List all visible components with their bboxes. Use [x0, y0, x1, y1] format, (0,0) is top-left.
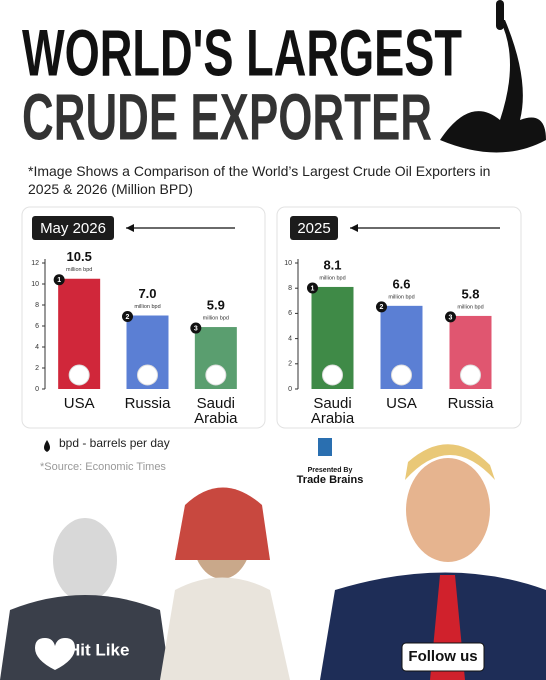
y-tick-label: 4	[288, 335, 292, 342]
value-unit: million bpd	[319, 275, 345, 281]
title-line: CRUDE EXPORTER	[22, 79, 432, 153]
drop-icon	[44, 440, 50, 452]
chart-title-box	[290, 216, 338, 240]
value-label: 5.9	[207, 297, 225, 312]
flag	[460, 364, 481, 386]
subtitle: *Image Shows a Comparison of the World’s…	[28, 163, 491, 197]
arrow-head	[126, 224, 134, 232]
rank-badge	[190, 322, 202, 334]
flag	[391, 364, 412, 386]
title-line: WORLD'S LARGEST	[22, 15, 462, 89]
rank-label: 2	[380, 304, 384, 311]
source: *Source: Economic Times	[40, 461, 166, 473]
rank-label: 2	[126, 314, 130, 321]
legend-text: bpd - barrels per day	[59, 436, 170, 450]
flag	[68, 364, 90, 386]
rank-badge	[307, 282, 318, 294]
y-tick-label: 6	[35, 323, 39, 330]
value-label: 8.1	[323, 257, 341, 272]
value-unit: million bpd	[388, 294, 414, 300]
value-label: 10.5	[67, 249, 92, 264]
arrow-head	[350, 224, 358, 232]
chart-title: 2025	[297, 220, 330, 237]
x-tick-label: Saudi Arabia	[194, 395, 238, 427]
y-tick-label: 12	[31, 260, 39, 267]
chart-title: May 2026	[40, 220, 106, 237]
rank-badge	[376, 301, 387, 313]
y-tick-label: 0	[288, 386, 292, 393]
rank-badge	[53, 274, 65, 286]
heart-icon	[35, 638, 75, 670]
value-label: 6.6	[392, 276, 410, 291]
x-tick-label: Saudi Arabia	[310, 395, 355, 427]
flag	[322, 364, 343, 386]
follow-box	[401, 642, 485, 672]
y-tick-label: 8	[35, 302, 39, 309]
x-tick-label: USA	[63, 395, 95, 412]
rank-label: 1	[311, 285, 315, 292]
rank-badge	[122, 311, 133, 322]
rank-label: 3	[449, 314, 453, 321]
chart-title-box	[32, 216, 114, 240]
y-tick-label: 2	[288, 361, 292, 368]
follow-us: Follow us	[408, 648, 477, 665]
y-tick-label: 2	[35, 365, 39, 372]
y-tick-label: 6	[288, 310, 292, 317]
x-tick-label: Russia	[447, 395, 494, 412]
value-label: 5.8	[461, 286, 479, 301]
flag	[137, 364, 158, 386]
rank-label: 3	[194, 325, 198, 332]
rank-badge	[445, 311, 456, 323]
flag	[205, 364, 227, 386]
x-tick-label: USA	[386, 395, 417, 412]
value-unit: million bpd	[457, 304, 483, 310]
presented-by: Presented By	[308, 467, 353, 474]
y-tick-label: 8	[288, 285, 292, 292]
rank-label: 1	[57, 277, 61, 284]
oil-drip	[496, 0, 504, 30]
y-tick-label: 10	[284, 260, 292, 267]
brand-name: Trade Brains	[297, 474, 364, 486]
y-tick-label: 4	[35, 344, 39, 351]
value-unit: million bpd	[203, 316, 229, 322]
people-illustration	[0, 444, 546, 680]
value-label: 7.0	[138, 286, 156, 301]
y-tick-label: 10	[31, 281, 39, 288]
value-unit: million bpd	[66, 267, 92, 273]
y-tick-label: 0	[35, 386, 39, 393]
x-tick-label: Russia	[124, 395, 171, 412]
oil-splash	[440, 20, 546, 153]
value-unit: million bpd	[134, 304, 160, 310]
brand-logo	[318, 438, 332, 456]
hit-like: Hit Like	[68, 640, 129, 659]
